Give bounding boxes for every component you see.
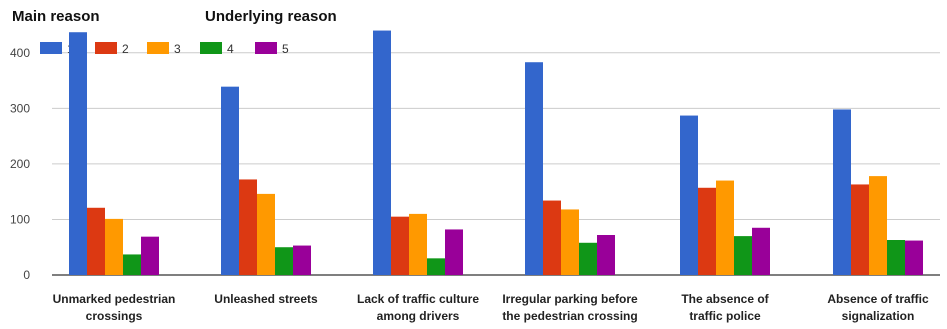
bar xyxy=(293,245,311,275)
bar xyxy=(680,115,698,275)
bar xyxy=(141,236,159,275)
bar xyxy=(123,254,141,275)
bar xyxy=(525,62,543,275)
bar xyxy=(887,240,905,275)
x-tick-label: crossings xyxy=(86,309,143,323)
legend-swatch xyxy=(95,42,117,54)
bar xyxy=(698,187,716,275)
x-tick-label: The absence of xyxy=(681,292,769,306)
legend-label: 3 xyxy=(174,42,181,56)
legend-swatch xyxy=(255,42,277,54)
bar xyxy=(561,209,579,275)
legend-label: 4 xyxy=(227,42,234,56)
y-tick-label: 400 xyxy=(10,46,30,60)
bar xyxy=(905,240,923,275)
bar xyxy=(391,216,409,275)
bar xyxy=(716,180,734,275)
x-tick-label: Unmarked pedestrian xyxy=(53,292,176,306)
bar xyxy=(833,109,851,275)
x-tick-label: Irregular parking before xyxy=(502,292,638,306)
bar xyxy=(69,32,87,275)
legend-label: 5 xyxy=(282,42,289,56)
bar xyxy=(851,184,869,275)
x-tick-label: signalization xyxy=(842,309,915,323)
y-tick-label: 100 xyxy=(10,212,30,226)
bar xyxy=(869,176,887,275)
bar xyxy=(105,218,123,275)
x-tick-label: traffic police xyxy=(689,309,761,323)
x-tick-label: the pedestrian crossing xyxy=(502,309,637,323)
legend-swatch xyxy=(200,42,222,54)
y-tick-label: 300 xyxy=(10,101,30,115)
main-reason-header: Main reason xyxy=(12,8,100,25)
bar xyxy=(87,207,105,275)
bar xyxy=(579,242,597,275)
x-tick-label: among drivers xyxy=(377,309,460,323)
x-tick-label: Absence of traffic xyxy=(827,292,929,306)
legend-label: 2 xyxy=(122,42,129,56)
bar xyxy=(409,213,427,275)
bar xyxy=(543,200,561,275)
bar xyxy=(734,236,752,275)
y-tick-label: 0 xyxy=(23,268,30,282)
legend-swatch xyxy=(40,42,62,54)
bar xyxy=(275,247,293,275)
y-tick-label: 200 xyxy=(10,157,30,171)
x-tick-label: Unleashed streets xyxy=(214,292,318,306)
bar xyxy=(445,229,463,275)
bar xyxy=(597,235,615,275)
bar xyxy=(373,30,391,275)
legend-swatch xyxy=(147,42,169,54)
x-tick-label: Lack of traffic culture xyxy=(357,292,479,306)
bar xyxy=(427,258,445,275)
underlying-reason-header: Underlying reason xyxy=(205,8,337,25)
bar xyxy=(239,179,257,275)
bar xyxy=(221,86,239,276)
bar xyxy=(752,227,770,275)
bar xyxy=(257,193,275,275)
